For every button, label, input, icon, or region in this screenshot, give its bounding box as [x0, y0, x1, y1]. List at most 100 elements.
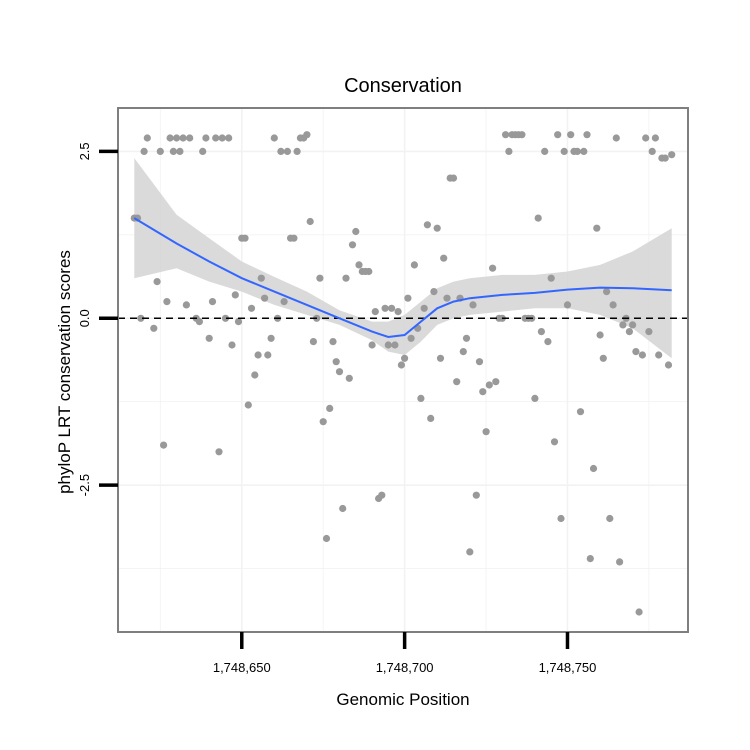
data-point — [655, 351, 663, 359]
data-point — [173, 134, 181, 142]
data-point — [176, 147, 184, 155]
data-point — [241, 234, 249, 242]
data-point — [619, 321, 627, 329]
data-point — [635, 608, 643, 616]
data-point — [664, 361, 673, 369]
data-point — [518, 131, 526, 139]
data-point — [430, 288, 438, 296]
data-point — [612, 134, 620, 142]
data-point — [212, 134, 220, 142]
data-point — [642, 134, 650, 142]
data-point — [603, 288, 611, 296]
data-point — [651, 134, 660, 142]
data-point — [309, 338, 317, 346]
data-point — [322, 534, 331, 543]
data-point — [475, 358, 484, 366]
data-point — [345, 374, 353, 382]
data-point — [469, 301, 477, 309]
data-point — [668, 151, 676, 159]
data-point — [365, 267, 373, 276]
data-point — [195, 318, 203, 326]
data-point — [537, 328, 546, 336]
data-point — [593, 224, 601, 232]
data-point — [505, 147, 513, 155]
data-point — [140, 147, 148, 155]
data-point — [485, 381, 493, 389]
data-point — [270, 134, 278, 142]
x-axis-title: Genomic Position — [336, 690, 469, 709]
data-point — [534, 214, 542, 222]
data-point — [589, 464, 598, 473]
data-point — [156, 147, 164, 155]
data-point — [306, 217, 314, 226]
data-point — [283, 147, 291, 155]
data-point — [234, 318, 243, 326]
data-point — [137, 314, 145, 322]
data-point — [150, 324, 158, 332]
data-point — [153, 278, 161, 286]
data-point — [342, 274, 350, 282]
data-point — [257, 274, 265, 282]
y-tick-label: 2.5 — [77, 142, 92, 160]
data-point — [580, 147, 588, 155]
data-point — [326, 404, 334, 412]
data-point — [225, 134, 233, 142]
data-point — [339, 504, 347, 513]
data-point — [186, 134, 194, 142]
data-point — [645, 328, 653, 336]
data-point — [251, 371, 259, 379]
y-tick-label: -2.5 — [77, 474, 92, 496]
data-point — [531, 394, 539, 402]
data-point — [436, 354, 445, 362]
data-point — [394, 308, 402, 316]
data-point — [472, 491, 480, 499]
smooth-trend-line — [133, 217, 672, 339]
panel-background — [118, 108, 688, 632]
data-point — [329, 338, 337, 346]
data-point — [352, 227, 360, 236]
plot-panel — [117, 107, 689, 633]
data-point — [208, 298, 217, 306]
data-point — [228, 341, 236, 349]
data-point — [254, 351, 262, 359]
data-point — [423, 221, 431, 229]
data-point — [557, 514, 565, 523]
data-point — [348, 241, 357, 249]
data-point — [420, 304, 428, 312]
data-point — [567, 131, 575, 139]
data-point — [231, 291, 239, 299]
data-point — [638, 351, 647, 359]
data-point — [244, 401, 252, 409]
data-point — [583, 131, 591, 139]
data-point — [384, 341, 392, 349]
x-tick-label: 1,748,700 — [376, 660, 434, 675]
data-point — [576, 408, 585, 416]
data-point — [332, 358, 340, 366]
data-point — [544, 338, 552, 346]
data-point — [479, 388, 487, 396]
chart-title: Conservation — [344, 75, 462, 97]
data-point — [280, 298, 288, 306]
data-point — [404, 294, 412, 302]
data-point — [599, 354, 607, 362]
data-point — [381, 304, 389, 312]
data-point — [182, 301, 190, 309]
data-point — [427, 414, 435, 422]
data-point — [560, 147, 568, 155]
data-point — [179, 134, 187, 142]
data-point — [489, 264, 497, 272]
data-point — [550, 438, 559, 446]
data-point — [596, 331, 604, 339]
data-point — [449, 174, 458, 182]
data-point — [563, 301, 572, 309]
data-point — [466, 548, 474, 556]
data-point — [316, 274, 324, 282]
data-point — [573, 147, 581, 155]
data-point — [541, 147, 549, 155]
data-point — [160, 441, 168, 449]
data-point — [502, 131, 510, 139]
data-point — [410, 261, 418, 269]
data-point — [459, 348, 467, 356]
data-point — [397, 361, 405, 369]
